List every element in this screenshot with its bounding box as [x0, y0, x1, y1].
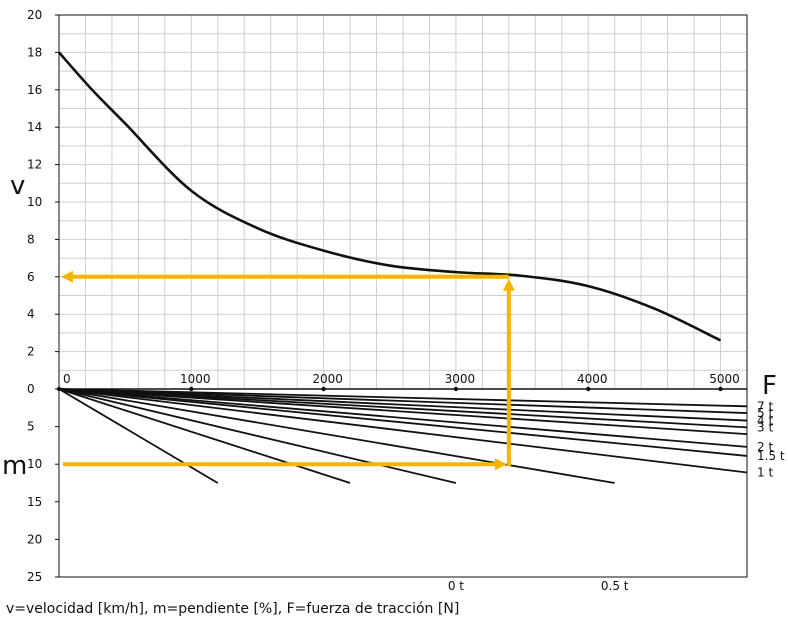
v-tick-label: 10 [27, 195, 42, 209]
v-tick-label: 12 [27, 158, 42, 172]
f-tick-label: 4000 [577, 372, 608, 386]
slope-line-label: 0.5 t [601, 579, 629, 593]
chart-caption: v=velocidad [km/h], m=pendiente [%], F=f… [6, 601, 460, 617]
f-tick-label: 1000 [180, 372, 211, 386]
m-tick-label: 25 [27, 570, 42, 584]
v-tick-label: 2 [27, 345, 35, 359]
axis-labels: v Fm [2, 171, 777, 481]
f-tick-label: 3000 [445, 372, 476, 386]
v-tick-label: 20 [27, 8, 42, 22]
slope-line-label: 3 t [757, 420, 773, 434]
f-tick-label: 2000 [312, 372, 343, 386]
f-tick-dot [586, 386, 591, 392]
f-tick-label: 5000 [709, 372, 740, 386]
v-tick-label: 18 [27, 45, 42, 59]
f-tick-dot [321, 386, 326, 392]
slope-line-label: 1.5 t [757, 449, 785, 463]
slope-line [58, 388, 748, 408]
v-axis-label: v [10, 171, 25, 201]
slope-line-label: 0 t [448, 579, 464, 593]
m-tick-label: 10 [27, 457, 42, 471]
f-tick-label: 0 [63, 372, 71, 386]
slope-line [58, 388, 748, 422]
slope-line [58, 388, 351, 484]
v-tick-label: 0 [27, 382, 35, 396]
slope-line [58, 388, 748, 414]
velocity-arrow-head [61, 270, 73, 283]
slope-line [58, 388, 748, 429]
velocity-curve [58, 51, 722, 342]
plot-frame [58, 14, 748, 578]
v-tick-label: 4 [27, 307, 35, 321]
slope-line-label: 1 t [757, 465, 773, 479]
f-tick-dot [189, 386, 194, 392]
m-tick-label: 15 [27, 495, 42, 509]
m-tick-label: 20 [27, 532, 42, 546]
y-ticks: 0 2 4 6 8 10 12 14 16 18 20 5 10 15 20 25 [27, 8, 59, 584]
plot-border [58, 14, 748, 578]
slope-line [58, 388, 748, 474]
slope-line-label: 5 t [757, 406, 773, 420]
v-tick-label: 16 [27, 83, 42, 97]
f-axis-label: F [762, 371, 777, 401]
slope-line [58, 388, 219, 484]
x-ticks: 0 1000 2000 3000 4000 5000 [56, 372, 740, 392]
annotation-arrows [61, 270, 515, 471]
velocity-curve-line [58, 51, 722, 342]
slope-line [58, 388, 748, 457]
force-arrow-head [502, 278, 515, 291]
f-tick-dot [718, 386, 723, 392]
slope-line [58, 388, 457, 484]
slope-line-label: 7 t [757, 399, 773, 413]
slope-line [58, 388, 748, 448]
slope-line-label: 4 t [757, 414, 773, 428]
slope-arrow-head [494, 458, 507, 471]
slope-line [58, 388, 748, 436]
grid [58, 14, 748, 390]
m-tick-label: 5 [27, 420, 35, 434]
v-tick-label: 8 [27, 232, 35, 246]
v-tick-label: 14 [27, 120, 42, 134]
slope-line [58, 388, 615, 484]
slope-lines: 7 t5 t4 t3 t 2 t1.5 t 1 t 0.5 t 0 t [58, 388, 785, 593]
m-axis-label: m [2, 451, 27, 481]
f-tick-dot [453, 386, 459, 392]
slope-line-label: 2 t [757, 440, 773, 454]
v-tick-label: 6 [27, 270, 35, 284]
